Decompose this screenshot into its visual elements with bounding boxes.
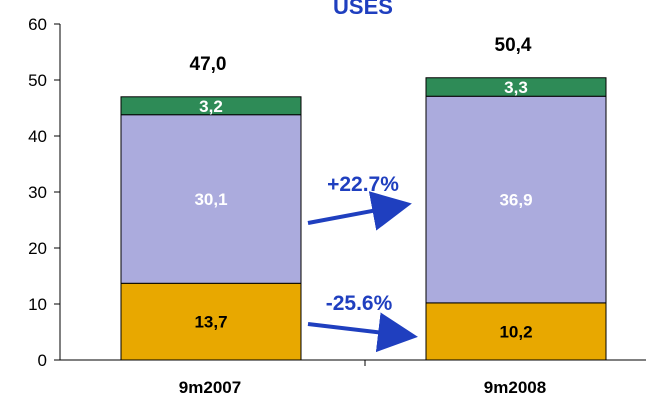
bar-segment — [120, 282, 302, 361]
y-tick-label: 60 — [28, 15, 47, 34]
x-tick-label: 9m2007 — [179, 378, 241, 397]
y-tick-label: 20 — [28, 239, 47, 258]
total-label: 47,0 — [190, 54, 227, 75]
total-label: 50,4 — [495, 35, 532, 56]
annotation-decrease: -25.6% — [326, 292, 393, 315]
bars — [120, 77, 607, 361]
segment-label: 30,1 — [194, 190, 227, 209]
chart-title: USES — [333, 0, 393, 19]
bar-segment — [425, 77, 607, 97]
y-tick-label: 30 — [28, 183, 47, 202]
bar-segment — [120, 96, 302, 116]
y-tick-label: 10 — [28, 295, 47, 314]
annotation-increase: +22.7% — [327, 173, 399, 196]
y-tick-label: 40 — [28, 127, 47, 146]
segment-label: 10,2 — [499, 322, 532, 341]
y-tick-label: 0 — [38, 351, 47, 370]
segment-label: 3,3 — [504, 78, 528, 97]
segment-label: 36,9 — [499, 191, 532, 210]
labels: 13,7 30,1 3,2 47,0 9m2007 10,2 36,9 3,3 50,4 9m20… — [179, 35, 546, 397]
segment-label: 3,2 — [199, 97, 223, 116]
arrow-increase — [307, 191, 412, 231]
bar-segment — [120, 114, 302, 284]
bar-segment — [425, 302, 607, 361]
arrow-decrease — [307, 312, 418, 353]
y-tick-label: 50 — [28, 71, 47, 90]
segment-label: 13,7 — [194, 313, 227, 332]
x-tick-label: 9m2008 — [484, 378, 546, 397]
annotation-arrows: +22.7% -25.6% — [307, 173, 418, 353]
bar-segment — [425, 95, 607, 304]
